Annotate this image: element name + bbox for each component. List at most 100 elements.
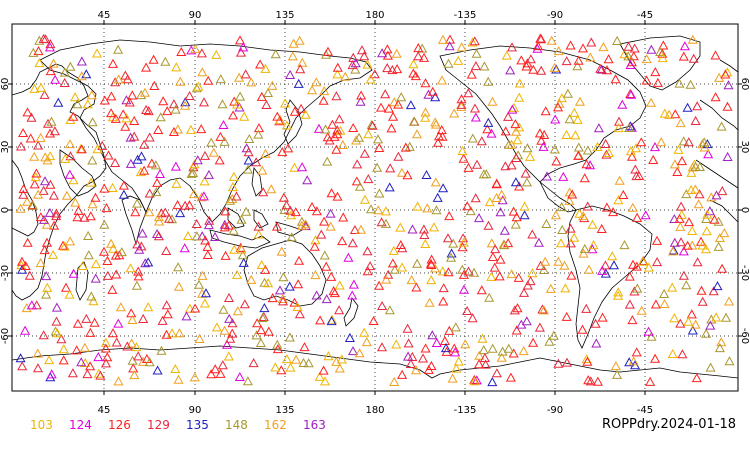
observation-marker [52,328,63,338]
observation-marker [151,228,163,238]
observation-marker [59,67,70,77]
observation-marker [189,372,200,382]
observation-marker [652,256,663,267]
observation-marker [45,151,56,161]
observation-marker [152,365,163,375]
observation-marker [334,114,345,124]
observation-marker [699,142,710,152]
observation-marker [311,77,322,87]
observation-marker [682,240,693,250]
left-lat-label: -30 [0,265,11,281]
observation-marker [180,100,191,110]
observation-marker [162,106,173,116]
bottom-lon-label: -135 [454,405,477,416]
observation-marker [470,112,481,122]
observation-marker [595,63,606,73]
observation-marker [403,351,414,361]
observation-marker [436,124,447,135]
observation-marker [316,229,327,239]
observation-marker [596,64,607,74]
observation-marker [234,102,245,112]
observation-marker [385,163,396,173]
observation-marker [581,303,592,313]
observation-marker [303,358,314,368]
observation-marker [624,299,635,309]
observation-marker [511,325,522,335]
observation-marker [299,342,310,352]
observation-marker [703,149,714,159]
observation-marker [675,118,686,128]
observation-marker [525,151,536,161]
observation-marker [272,343,283,354]
observation-marker [540,256,551,266]
observation-marker [259,302,270,313]
observation-marker [102,352,113,362]
observation-marker [128,363,139,373]
observation-marker [35,212,46,222]
observation-marker [293,279,304,289]
observation-marker [585,52,596,62]
observation-marker [215,74,226,84]
bottom-lon-label: -90 [547,405,563,416]
observation-marker [93,351,104,362]
observation-marker [113,74,124,84]
observation-marker [81,313,92,323]
observation-marker [590,318,601,328]
observation-marker [191,83,202,93]
observation-marker [678,246,689,256]
observation-marker [537,304,548,314]
observation-marker [477,333,488,343]
observation-marker [260,148,271,158]
observation-marker [29,179,40,189]
observation-marker [217,99,228,109]
observation-marker [551,64,562,74]
observation-marker [124,97,135,107]
observation-marker [554,98,565,108]
observation-marker [613,195,624,205]
observation-marker [206,137,217,147]
observation-marker [646,97,657,107]
observation-marker [355,96,366,106]
observation-marker [380,89,391,99]
observation-marker [449,108,460,118]
observation-marker [41,289,52,299]
observation-marker [511,126,522,136]
observation-marker [326,316,337,326]
observation-marker [219,325,230,335]
top-lon-label: -45 [637,10,653,21]
left-lat-label: -60 [0,328,11,344]
observation-marker [600,138,611,148]
observation-marker [402,323,413,333]
observation-marker [143,105,154,116]
observation-marker [34,57,45,68]
observation-marker [127,314,138,324]
observation-marker [421,169,432,179]
observation-marker [626,151,638,161]
observation-marker [463,88,474,98]
observation-marker [667,282,678,292]
observation-marker [170,363,181,373]
observation-marker [246,274,257,284]
observation-marker [384,182,395,192]
observation-marker [389,97,400,107]
observation-marker [285,69,296,79]
observation-marker [127,90,138,100]
observation-marker [48,190,59,200]
observation-marker [592,376,603,386]
observation-marker [118,180,129,190]
observation-marker [200,288,212,298]
observation-marker [86,90,97,100]
observation-marker [39,89,50,99]
observation-marker [64,169,75,179]
observation-marker [17,361,28,371]
observation-marker [667,246,678,256]
observation-marker [619,49,630,59]
observation-marker [171,62,182,72]
observation-marker [336,354,347,364]
bottom-lon-label: 45 [98,405,111,416]
observation-marker [372,162,383,172]
observation-marker [132,154,143,164]
observation-marker [508,206,519,216]
observation-marker [139,87,150,97]
observation-marker [81,69,92,79]
